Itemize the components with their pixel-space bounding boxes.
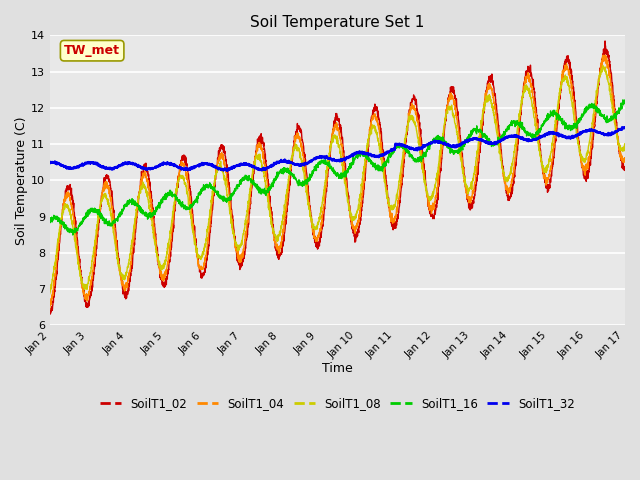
SoilT1_16	[292, 177, 300, 182]
SoilT1_02	[292, 133, 300, 139]
SoilT1_02	[267, 207, 275, 213]
SoilT1_08	[610, 112, 618, 118]
SoilT1_08	[291, 145, 299, 151]
SoilT1_08	[599, 63, 607, 69]
SoilT1_32	[267, 163, 275, 169]
SoilT1_04	[146, 189, 154, 195]
SoilT1_32	[292, 161, 300, 167]
Line: SoilT1_16: SoilT1_16	[50, 100, 625, 235]
SoilT1_02	[146, 179, 154, 185]
Title: Soil Temperature Set 1: Soil Temperature Set 1	[250, 15, 424, 30]
SoilT1_08	[146, 204, 154, 210]
SoilT1_32	[146, 166, 154, 172]
SoilT1_04	[266, 208, 274, 214]
SoilT1_08	[46, 291, 54, 297]
SoilT1_02	[621, 165, 629, 170]
SoilT1_16	[267, 185, 275, 191]
Line: SoilT1_04: SoilT1_04	[50, 55, 625, 309]
SoilT1_04	[46, 306, 54, 312]
SoilT1_08	[548, 144, 556, 150]
SoilT1_32	[223, 168, 230, 174]
SoilT1_32	[621, 125, 629, 131]
SoilT1_04	[111, 235, 119, 241]
SoilT1_04	[621, 158, 629, 164]
SoilT1_02	[610, 97, 618, 103]
SoilT1_08	[266, 212, 274, 218]
SoilT1_08	[111, 242, 119, 248]
Text: TW_met: TW_met	[64, 44, 120, 57]
SoilT1_32	[621, 124, 628, 130]
SoilT1_32	[610, 130, 618, 136]
SoilT1_16	[112, 217, 120, 223]
SoilT1_16	[46, 216, 54, 222]
Line: SoilT1_08: SoilT1_08	[50, 66, 625, 294]
SoilT1_16	[619, 97, 627, 103]
SoilT1_04	[599, 52, 607, 58]
SoilT1_02	[601, 38, 609, 44]
SoilT1_02	[548, 168, 556, 174]
SoilT1_04	[548, 160, 556, 166]
X-axis label: Time: Time	[322, 362, 353, 375]
SoilT1_16	[548, 111, 556, 117]
SoilT1_32	[46, 159, 54, 165]
SoilT1_02	[46, 310, 54, 316]
Line: SoilT1_02: SoilT1_02	[50, 41, 625, 314]
Line: SoilT1_32: SoilT1_32	[50, 127, 625, 171]
Y-axis label: Soil Temperature (C): Soil Temperature (C)	[15, 116, 28, 245]
SoilT1_08	[621, 141, 629, 147]
SoilT1_32	[548, 130, 556, 135]
SoilT1_32	[111, 165, 119, 171]
SoilT1_02	[112, 227, 120, 233]
SoilT1_04	[291, 133, 299, 139]
Legend: SoilT1_02, SoilT1_04, SoilT1_08, SoilT1_16, SoilT1_32: SoilT1_02, SoilT1_04, SoilT1_08, SoilT1_…	[95, 392, 580, 415]
SoilT1_02	[46, 312, 54, 317]
SoilT1_16	[621, 99, 629, 105]
SoilT1_04	[610, 105, 618, 110]
SoilT1_16	[146, 210, 154, 216]
SoilT1_16	[69, 232, 77, 238]
SoilT1_16	[610, 113, 618, 119]
